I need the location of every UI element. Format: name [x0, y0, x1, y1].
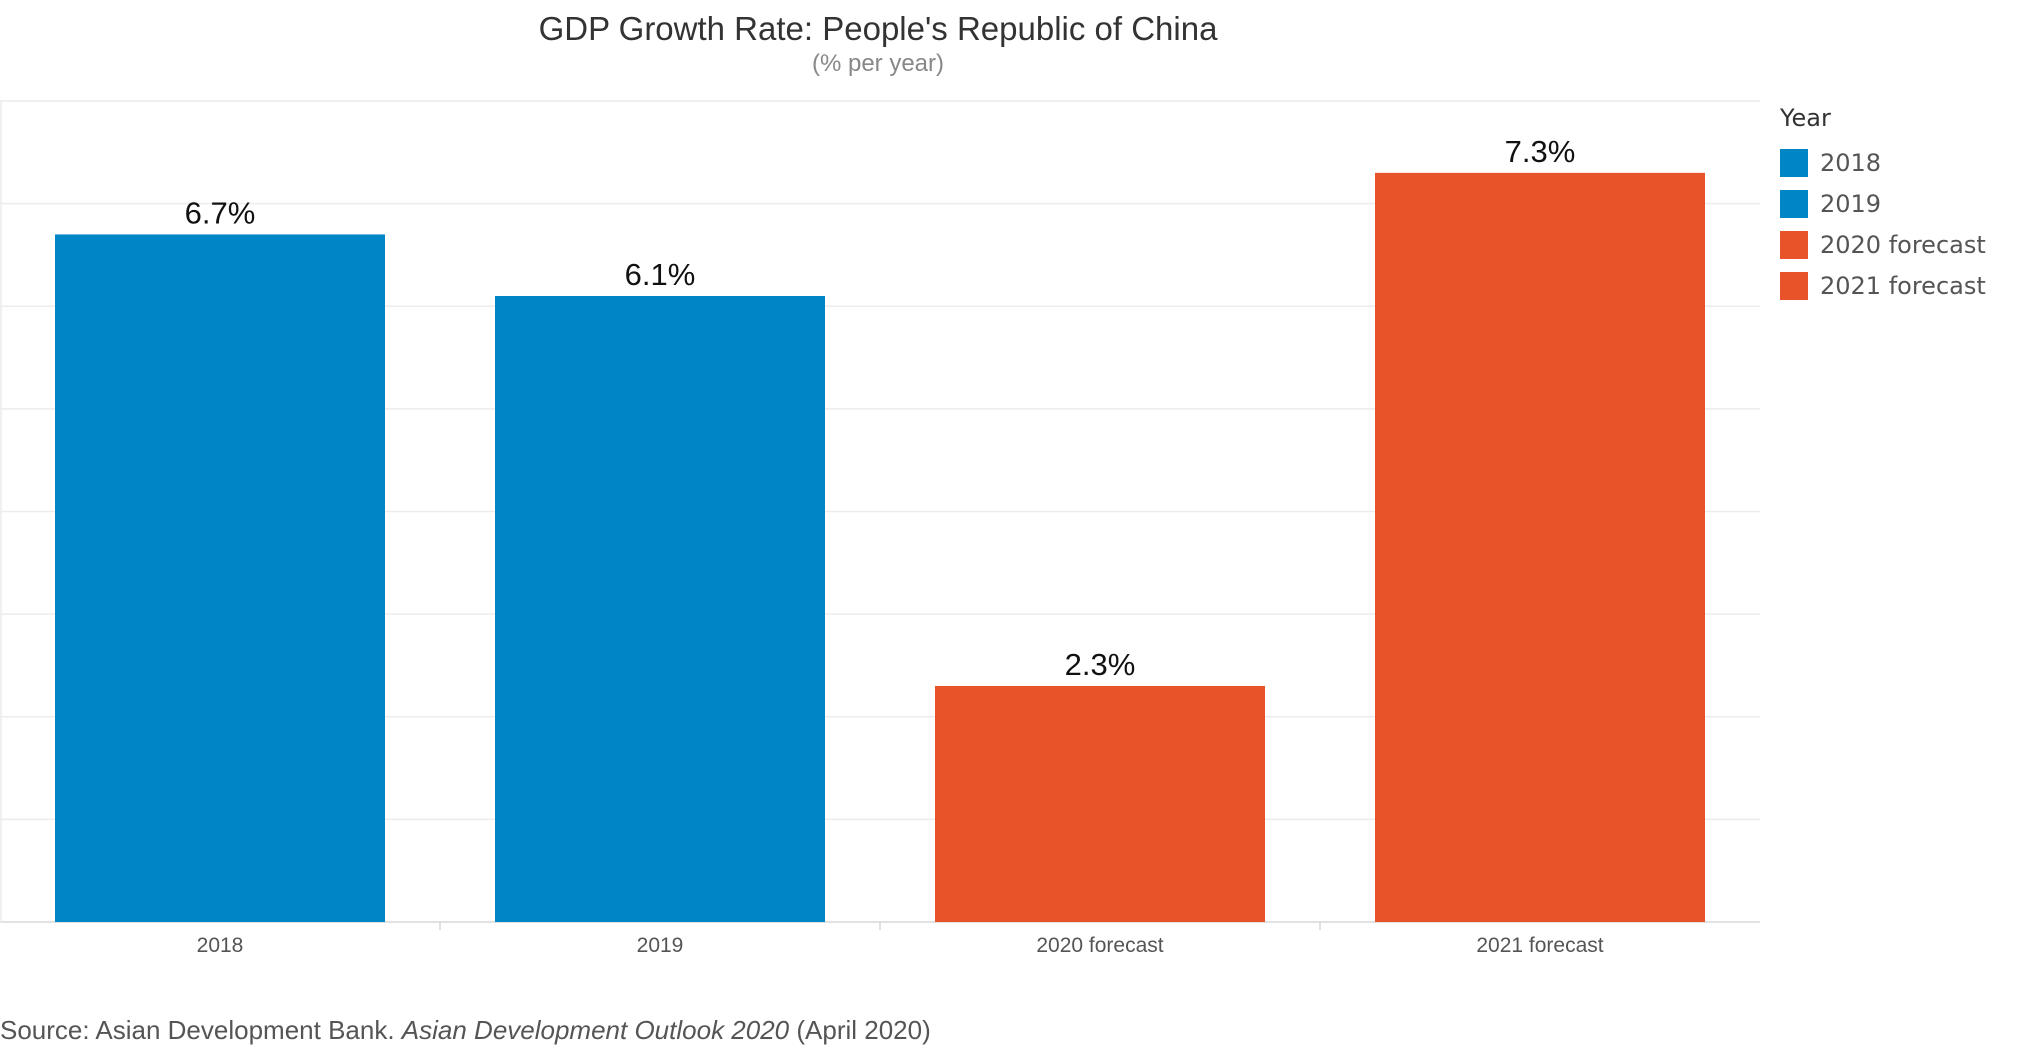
bar-2019	[495, 295, 825, 922]
legend-item-2020-forecast[interactable]: 2020 forecast	[1780, 224, 1986, 265]
data-label: 7.3%	[1505, 134, 1576, 169]
source-publication: Asian Development Outlook 2020	[401, 1015, 790, 1045]
bar-2020-forecast	[935, 685, 1265, 922]
legend-swatch	[1780, 148, 1808, 177]
x-tick-label: 2019	[637, 934, 684, 957]
bar-2021-forecast	[1375, 172, 1705, 922]
legend-label: 2021 forecast	[1820, 271, 1986, 300]
bar-2018	[55, 234, 385, 923]
legend-item-2019[interactable]: 2019	[1780, 183, 1986, 224]
legend-swatch	[1780, 189, 1808, 218]
x-tick-label: 2021 forecast	[1476, 934, 1603, 957]
data-label: 6.1%	[625, 257, 696, 292]
legend-label: 2020 forecast	[1820, 230, 1986, 259]
legend-label: 2019	[1820, 189, 1882, 218]
x-tick-label: 2020 forecast	[1036, 934, 1163, 957]
data-label: 2.3%	[1065, 647, 1136, 682]
legend-item-2018[interactable]: 2018	[1780, 142, 1986, 183]
source-note: Source: Asian Development Bank. Asian De…	[0, 1015, 931, 1046]
legend-swatch	[1780, 230, 1808, 259]
source-prefix: Source: Asian Development Bank.	[0, 1015, 402, 1045]
chart-subtitle: (% per year)	[811, 50, 945, 77]
chart-title: GDP Growth Rate: People's Republic of Ch…	[538, 10, 1218, 47]
legend-label: 2018	[1820, 148, 1882, 177]
legend-swatch	[1780, 271, 1808, 300]
legend-item-2021-forecast[interactable]: 2021 forecast	[1780, 265, 1986, 306]
legend-title: Year	[1780, 104, 1831, 132]
legend: Year 2018 2019 2020 forecast 2021 foreca…	[1780, 104, 1986, 306]
bar-chart: 6.7% 2018 6.1% 2019 2.3% 2020 forecast 7.3% 202…	[0, 100, 1760, 957]
data-label: 6.7%	[185, 195, 256, 230]
x-tick-label: 2018	[197, 934, 244, 957]
source-suffix: (April 2020)	[789, 1015, 931, 1045]
